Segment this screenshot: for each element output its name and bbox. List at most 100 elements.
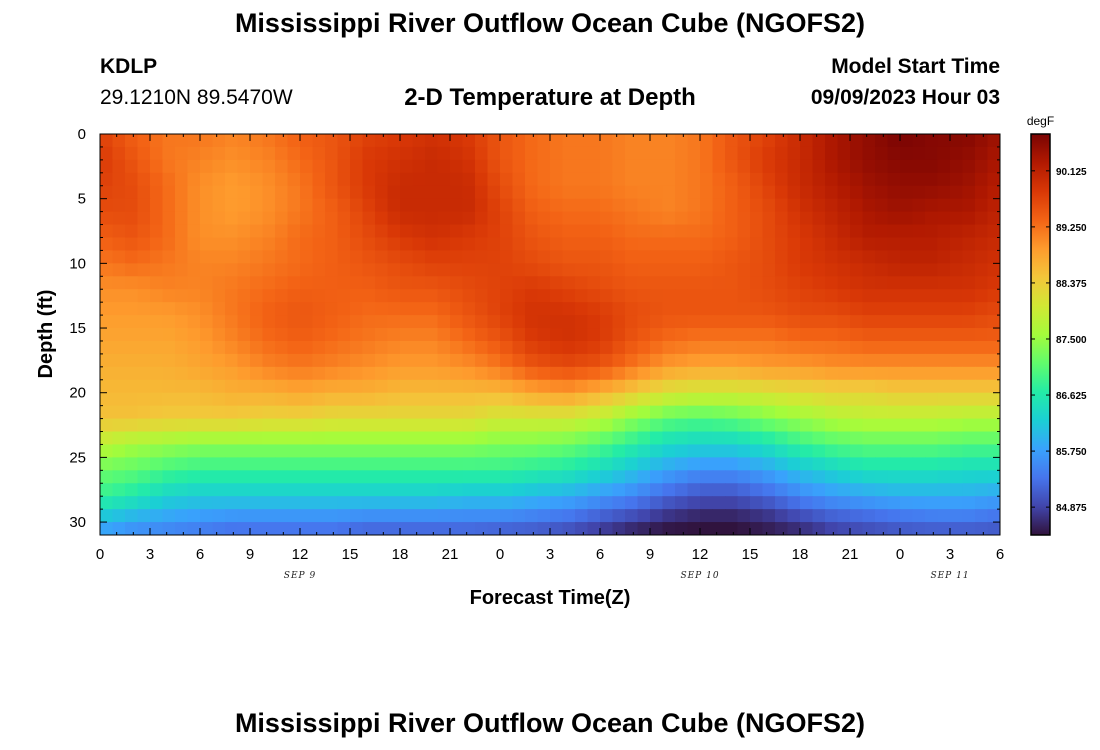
heatmap-cell [837, 315, 851, 329]
heatmap-cell [750, 522, 764, 535]
heatmap-cell [825, 289, 839, 303]
heatmap-cell [687, 431, 701, 446]
heatmap-cell [650, 418, 664, 433]
heatmap-cell [450, 134, 464, 148]
heatmap-cell [687, 289, 701, 303]
heatmap-cell [212, 366, 226, 381]
heatmap-cell [587, 522, 601, 535]
heatmap-cell [900, 224, 914, 239]
heatmap-cell [587, 172, 601, 187]
heatmap-cell [337, 263, 351, 277]
heatmap-cell [612, 418, 626, 433]
heatmap-cell [800, 418, 814, 433]
y-tick-label: 0 [78, 126, 86, 143]
heatmap-cell [937, 483, 951, 497]
heatmap-cell [275, 289, 289, 303]
heatmap-cell [300, 392, 314, 407]
heatmap-cell [775, 134, 789, 148]
heatmap-cell [875, 444, 889, 458]
heatmap-cell [287, 418, 301, 433]
heatmap-cell [750, 509, 764, 523]
heatmap-cell [425, 237, 439, 252]
heatmap-cell [600, 146, 614, 161]
heatmap-cell [762, 483, 776, 497]
heatmap-cell [212, 159, 226, 174]
heatmap-cell [225, 134, 239, 148]
heatmap-cell [950, 392, 964, 407]
heatmap-cell [812, 353, 826, 368]
heatmap-cell [412, 172, 426, 187]
heatmap-cell [237, 315, 251, 329]
heatmap-cell [162, 172, 176, 187]
heatmap-cell [450, 340, 464, 355]
heatmap-cell [187, 353, 201, 368]
heatmap-cell [200, 392, 214, 407]
heatmap-cell [537, 405, 551, 420]
heatmap-cell [800, 224, 814, 239]
heatmap-cell [712, 328, 726, 342]
heatmap-cell [700, 418, 714, 433]
heatmap-cell [900, 379, 914, 394]
heatmap-cell [425, 366, 439, 381]
heatmap-cell [962, 457, 976, 471]
heatmap-cell [275, 366, 289, 381]
heatmap-cell [475, 211, 489, 226]
heatmap-cell [462, 237, 476, 252]
heatmap-cell [887, 263, 901, 277]
heatmap-cell [550, 315, 564, 329]
heatmap-cell [462, 496, 476, 510]
heatmap-cell [587, 224, 601, 239]
heatmap-cell [287, 224, 301, 239]
heatmap-cell [337, 522, 351, 535]
heatmap-cell [825, 405, 839, 420]
heatmap-cell [400, 224, 414, 239]
heatmap-cell [150, 392, 164, 407]
heatmap-cell [400, 134, 414, 148]
heatmap-cell [150, 250, 164, 264]
heatmap-cell [962, 289, 976, 303]
heatmap-cell [937, 431, 951, 446]
heatmap-cell [512, 224, 526, 239]
heatmap-cell [862, 276, 876, 290]
heatmap-cell [600, 496, 614, 510]
heatmap-cell [162, 302, 176, 316]
heatmap-cell [812, 405, 826, 420]
heatmap-cell [287, 211, 301, 226]
heatmap-cell [187, 328, 201, 342]
heatmap-cell [337, 366, 351, 381]
heatmap-cell [362, 315, 376, 329]
heatmap-cell [287, 483, 301, 497]
heatmap-cell [212, 198, 226, 213]
heatmap-cell [600, 276, 614, 290]
heatmap-cell [375, 328, 389, 342]
heatmap-cell [700, 405, 714, 420]
heatmap-cell [125, 134, 139, 148]
heatmap-cell [787, 263, 801, 277]
heatmap-cell [112, 509, 126, 523]
heatmap-cell [650, 250, 664, 264]
heatmap-cell [687, 509, 701, 523]
heatmap-cell [762, 237, 776, 252]
heatmap-cell [312, 134, 326, 148]
heatmap-cell [412, 302, 426, 316]
heatmap-cell [400, 159, 414, 174]
heatmap-cell [862, 315, 876, 329]
heatmap-cell [375, 315, 389, 329]
heatmap-cell [262, 263, 276, 277]
heatmap-cell [775, 405, 789, 420]
heatmap-cell [162, 353, 176, 368]
heatmap-cell [237, 379, 251, 394]
heatmap-cell [425, 379, 439, 394]
heatmap-cell [212, 379, 226, 394]
heatmap-cell [125, 509, 139, 523]
heatmap-cell [787, 509, 801, 523]
heatmap-cell [337, 224, 351, 239]
heatmap-cell [662, 444, 676, 458]
heatmap-cell [362, 340, 376, 355]
heatmap-cell [887, 353, 901, 368]
heatmap-cell [925, 418, 939, 433]
colorbar-tick-label: 88.375 [1056, 279, 1087, 290]
heatmap-cell [325, 431, 339, 446]
heatmap-cell [425, 509, 439, 523]
